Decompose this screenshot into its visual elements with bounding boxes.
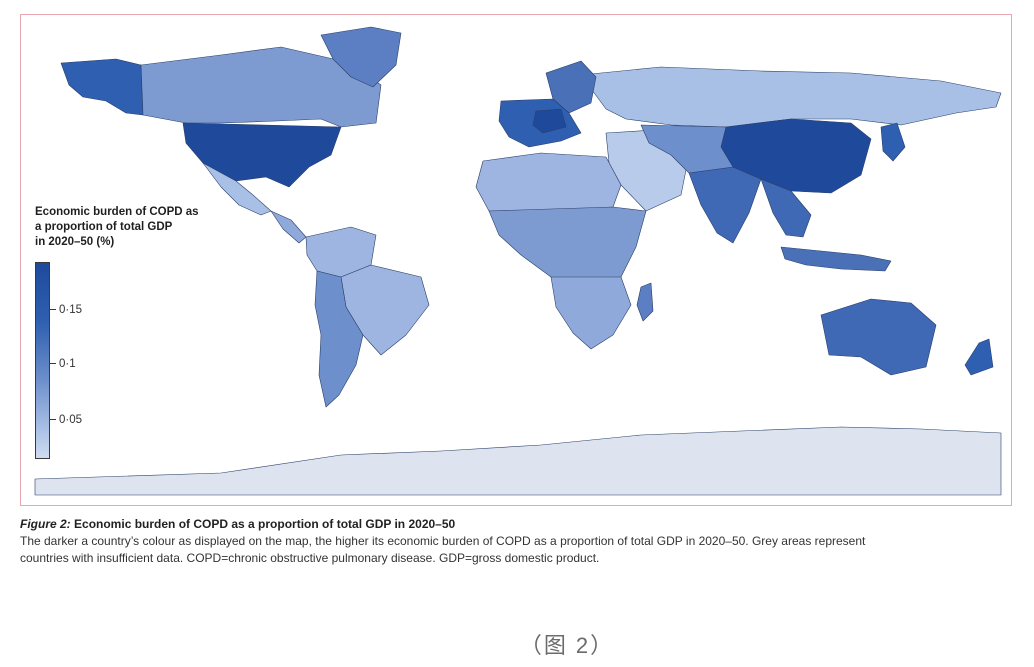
caption-description-line: countries with insufficient data. COPD=c… (20, 551, 600, 565)
country-region (182, 122, 342, 188)
legend-tick-label: 0·1 (59, 358, 76, 370)
country-region (880, 122, 906, 162)
legend-color-bar (35, 262, 50, 459)
country-region (780, 246, 892, 272)
country-region (314, 270, 364, 408)
country-region (34, 426, 1002, 496)
country-region (60, 58, 144, 116)
sub-caption: （图 2） (519, 633, 615, 658)
country-region (760, 178, 812, 238)
world-map (34, 26, 1002, 496)
figure-caption: Figure 2: Economic burden of COPD as a p… (20, 516, 1020, 567)
legend-tick-label: 0·05 (59, 414, 83, 426)
legend-tick (50, 419, 56, 420)
country-region (580, 66, 1002, 128)
country-region (475, 152, 622, 216)
figure-title: Economic burden of COPD as a proportion … (74, 517, 456, 531)
legend-title-line: Economic burden of COPD as (35, 206, 199, 218)
country-region (202, 162, 272, 216)
country-region (532, 108, 567, 134)
legend-tick (50, 363, 56, 364)
country-region (320, 26, 402, 88)
legend-tick-label: 0·15 (59, 304, 83, 316)
legend-title-line: in 2020–50 (%) (35, 236, 115, 248)
country-region (820, 298, 937, 376)
country-region (640, 124, 734, 174)
figure-label: Figure 2: (20, 517, 71, 531)
caption-description-line: The darker a country’s colour as display… (20, 534, 866, 548)
caption-title: Figure 2: Economic burden of COPD as a p… (20, 516, 1020, 533)
legend-title-line: a proportion of total GDP (35, 221, 173, 233)
country-region (270, 210, 307, 244)
legend-title: Economic burden of COPD as a proportion … (35, 205, 225, 250)
country-region (688, 166, 762, 244)
legend-tick (50, 309, 56, 310)
country-region (550, 276, 632, 350)
figure-frame: Economic burden of COPD as a proportion … (20, 14, 1012, 506)
country-region (964, 338, 994, 376)
country-region (488, 206, 647, 286)
country-region (636, 282, 654, 322)
